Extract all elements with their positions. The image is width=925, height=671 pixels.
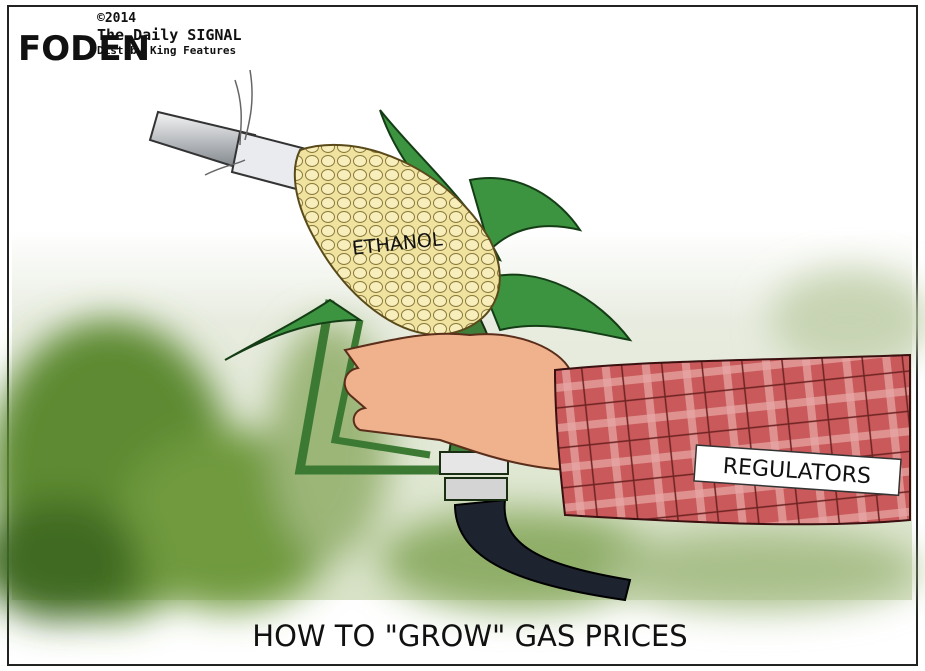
caption: HOW TO "GROW" GAS PRICES [252, 619, 687, 653]
page: {"header": {"signature": "FODEN", "copyr… [0, 0, 925, 671]
publisher: The Daily SIGNAL [97, 26, 242, 44]
sleeve [555, 355, 910, 524]
copyright: ©2014 [97, 11, 136, 26]
distributor: Dist.by King Features [97, 44, 236, 57]
cartoon: FODEN ©2014 The Daily SIGNAL Dist.by Kin… [0, 0, 925, 671]
